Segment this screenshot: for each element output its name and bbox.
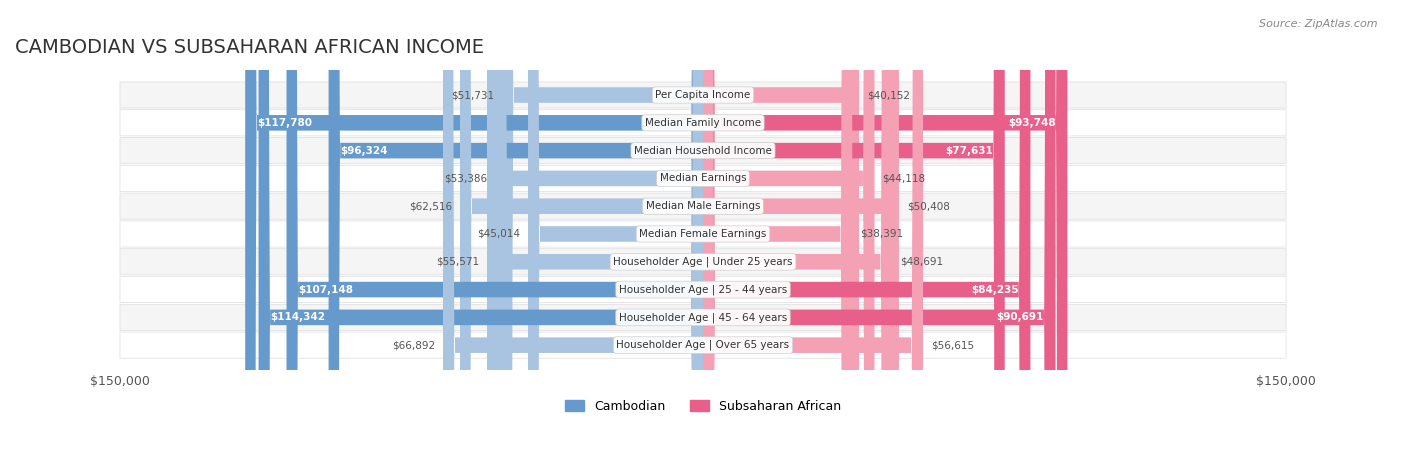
Text: $56,615: $56,615: [931, 340, 974, 350]
Text: $62,516: $62,516: [409, 201, 453, 211]
FancyBboxPatch shape: [703, 0, 893, 467]
FancyBboxPatch shape: [245, 0, 703, 467]
Text: Per Capita Income: Per Capita Income: [655, 90, 751, 100]
Text: $96,324: $96,324: [340, 146, 388, 156]
Legend: Cambodian, Subsaharan African: Cambodian, Subsaharan African: [560, 395, 846, 418]
FancyBboxPatch shape: [120, 304, 1286, 331]
FancyBboxPatch shape: [120, 249, 1286, 275]
FancyBboxPatch shape: [460, 0, 703, 467]
Text: $93,748: $93,748: [1008, 118, 1056, 128]
Text: Median Male Earnings: Median Male Earnings: [645, 201, 761, 211]
FancyBboxPatch shape: [120, 221, 1286, 247]
Text: Householder Age | Under 25 years: Householder Age | Under 25 years: [613, 256, 793, 267]
FancyBboxPatch shape: [703, 0, 1005, 467]
FancyBboxPatch shape: [703, 0, 1031, 467]
Text: $55,571: $55,571: [436, 257, 479, 267]
Text: $114,342: $114,342: [270, 312, 325, 322]
FancyBboxPatch shape: [259, 0, 703, 467]
FancyBboxPatch shape: [329, 0, 703, 467]
Text: Householder Age | Over 65 years: Householder Age | Over 65 years: [616, 340, 790, 350]
FancyBboxPatch shape: [703, 0, 1067, 467]
FancyBboxPatch shape: [443, 0, 703, 467]
FancyBboxPatch shape: [703, 0, 924, 467]
FancyBboxPatch shape: [529, 0, 703, 467]
Text: $53,386: $53,386: [444, 173, 488, 184]
Text: Median Family Income: Median Family Income: [645, 118, 761, 128]
Text: $40,152: $40,152: [868, 90, 910, 100]
Text: Median Female Earnings: Median Female Earnings: [640, 229, 766, 239]
Text: $44,118: $44,118: [882, 173, 925, 184]
Text: $84,235: $84,235: [972, 284, 1019, 295]
Text: Householder Age | 25 - 44 years: Householder Age | 25 - 44 years: [619, 284, 787, 295]
FancyBboxPatch shape: [703, 0, 859, 467]
FancyBboxPatch shape: [120, 82, 1286, 108]
Text: $117,780: $117,780: [257, 118, 312, 128]
Text: $45,014: $45,014: [477, 229, 520, 239]
FancyBboxPatch shape: [287, 0, 703, 467]
FancyBboxPatch shape: [703, 0, 898, 467]
Text: $77,631: $77,631: [945, 146, 993, 156]
FancyBboxPatch shape: [486, 0, 703, 467]
FancyBboxPatch shape: [502, 0, 703, 467]
Text: $48,691: $48,691: [900, 257, 943, 267]
Text: Householder Age | 45 - 64 years: Householder Age | 45 - 64 years: [619, 312, 787, 323]
Text: Source: ZipAtlas.com: Source: ZipAtlas.com: [1260, 19, 1378, 28]
FancyBboxPatch shape: [703, 0, 1056, 467]
FancyBboxPatch shape: [120, 332, 1286, 358]
FancyBboxPatch shape: [120, 276, 1286, 303]
FancyBboxPatch shape: [120, 138, 1286, 163]
FancyBboxPatch shape: [120, 165, 1286, 191]
Text: $38,391: $38,391: [860, 229, 903, 239]
Text: Median Earnings: Median Earnings: [659, 173, 747, 184]
FancyBboxPatch shape: [495, 0, 703, 467]
Text: $90,691: $90,691: [997, 312, 1043, 322]
Text: $107,148: $107,148: [298, 284, 353, 295]
Text: Median Household Income: Median Household Income: [634, 146, 772, 156]
FancyBboxPatch shape: [120, 110, 1286, 136]
Text: $66,892: $66,892: [392, 340, 436, 350]
FancyBboxPatch shape: [120, 193, 1286, 219]
FancyBboxPatch shape: [703, 0, 875, 467]
Text: CAMBODIAN VS SUBSAHARAN AFRICAN INCOME: CAMBODIAN VS SUBSAHARAN AFRICAN INCOME: [15, 38, 484, 57]
FancyBboxPatch shape: [703, 0, 852, 467]
Text: $50,408: $50,408: [907, 201, 949, 211]
Text: $51,731: $51,731: [451, 90, 494, 100]
